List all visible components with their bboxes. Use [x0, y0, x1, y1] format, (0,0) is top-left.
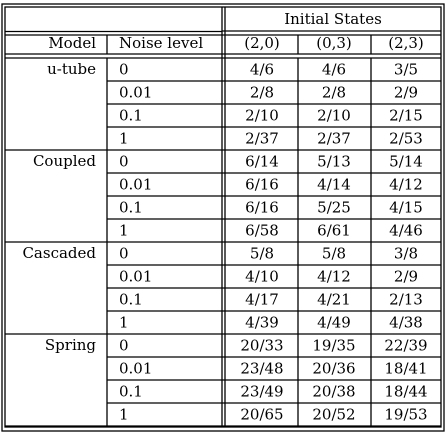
cell-value: 2/9: [394, 84, 418, 102]
model-label: u-tube: [47, 60, 96, 78]
model-label: Spring: [45, 336, 97, 354]
cell-value: 2/9: [394, 268, 418, 286]
noise-level: 0.01: [119, 268, 152, 286]
noise-level: 0.01: [119, 176, 152, 194]
cell-value: 18/44: [384, 383, 427, 401]
cell-value: 19/35: [312, 337, 355, 355]
noise-level: 0.1: [119, 291, 143, 309]
cell-value: 22/39: [384, 337, 427, 355]
col-header-model: Model: [48, 34, 96, 52]
cell-value: 4/39: [245, 314, 279, 332]
col-header-noise: Noise level: [119, 34, 203, 52]
cell-value: 2/10: [317, 107, 351, 125]
cell-value: 4/6: [322, 61, 346, 79]
cell-value: 6/16: [245, 199, 279, 217]
cell-value: 20/52: [312, 406, 355, 424]
cell-value: 2/10: [245, 107, 279, 125]
noise-level: 0.1: [119, 107, 143, 125]
cell-value: 4/38: [389, 314, 423, 332]
noise-level: 1: [119, 406, 129, 424]
cell-value: 4/15: [389, 199, 423, 217]
noise-level: 1: [119, 314, 129, 332]
initial-states-header: Initial States: [284, 10, 382, 28]
cell-value: 6/14: [245, 153, 279, 171]
col-header-20: (2,0): [244, 34, 280, 52]
cell-value: 23/48: [240, 360, 283, 378]
cell-value: 3/5: [394, 61, 418, 79]
noise-level: 1: [119, 130, 129, 148]
noise-level: 0.1: [119, 383, 143, 401]
inner-border: [4, 6, 442, 428]
cell-value: 20/65: [240, 406, 283, 424]
cell-value: 2/13: [389, 291, 423, 309]
cell-value: 6/58: [245, 222, 279, 240]
cell-value: 4/6: [250, 61, 274, 79]
model-label: Coupled: [33, 152, 96, 170]
cell-value: 5/13: [317, 153, 351, 171]
cell-value: 2/37: [317, 130, 351, 148]
outer-border: [1, 3, 445, 432]
noise-level: 0.01: [119, 84, 152, 102]
cell-value: 4/21: [317, 291, 351, 309]
cell-value: 2/8: [250, 84, 274, 102]
cell-value: 20/38: [312, 383, 355, 401]
cell-value: 4/49: [317, 314, 351, 332]
noise-level: 0: [119, 337, 129, 355]
cell-value: 20/36: [312, 360, 355, 378]
col-header-23: (2,3): [388, 34, 424, 52]
noise-level: 0: [119, 61, 129, 79]
cell-value: 5/8: [322, 245, 346, 263]
noise-level: 0.1: [119, 199, 143, 217]
cell-value: 2/15: [389, 107, 423, 125]
col-header-03: (0,3): [316, 34, 352, 52]
cell-value: 4/17: [245, 291, 279, 309]
noise-level: 0.01: [119, 360, 152, 378]
cell-value: 6/61: [317, 222, 351, 240]
noise-level: 1: [119, 222, 129, 240]
cell-value: 23/49: [240, 383, 283, 401]
cell-value: 19/53: [384, 406, 427, 424]
cell-value: 5/8: [250, 245, 274, 263]
cell-value: 6/16: [245, 176, 279, 194]
cell-value: 2/53: [389, 130, 423, 148]
noise-level: 0: [119, 245, 129, 263]
cell-value: 4/12: [317, 268, 351, 286]
model-label: Cascaded: [22, 244, 96, 262]
cell-value: 2/37: [245, 130, 279, 148]
noise-level: 0: [119, 153, 129, 171]
table-body: u-tube 0 4/6 4/6 3/5 0.01 2/8 2/8 2/9 0.1 2/10 2/10…: [5, 58, 441, 427]
cell-value: 2/8: [322, 84, 346, 102]
cell-value: 4/12: [389, 176, 423, 194]
cell-value: 20/33: [240, 337, 283, 355]
cell-value: 4/14: [317, 176, 351, 194]
cell-value: 5/25: [317, 199, 351, 217]
cell-value: 4/10: [245, 268, 279, 286]
cell-value: 18/41: [384, 360, 427, 378]
cell-value: 3/8: [394, 245, 418, 263]
cell-value: 4/46: [389, 222, 423, 240]
cell-value: 5/14: [389, 153, 423, 171]
